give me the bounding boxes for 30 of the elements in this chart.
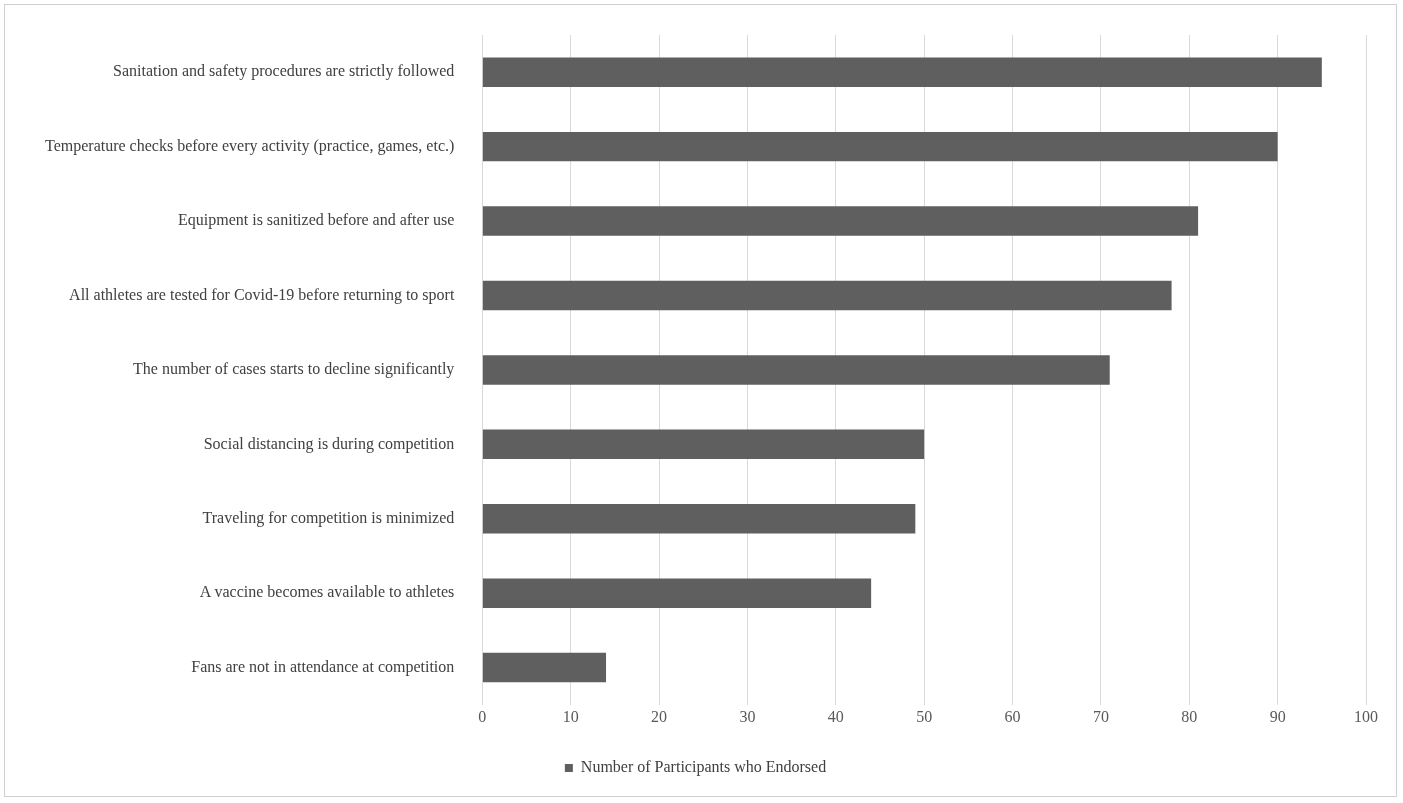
x-tick-label: 30 <box>739 707 756 725</box>
x-tick-label: 80 <box>1181 707 1198 725</box>
bar <box>482 578 872 608</box>
bar <box>482 131 1278 162</box>
y-tick-label: Equipment is sanitized before and after use <box>177 211 455 230</box>
y-tick-label: Sanitation and safety procedures are strictly followed <box>113 62 455 81</box>
x-tick-label: 50 <box>916 707 933 725</box>
y-tick-label: Traveling for competition is minimized <box>202 508 455 527</box>
bar <box>482 206 1199 236</box>
x-tick-label: 20 <box>651 707 668 725</box>
y-tick-label: All athletes are tested for Covid-19 before returning to sport <box>69 285 455 304</box>
x-tick-label: 60 <box>1004 707 1021 725</box>
x-tick-label: 40 <box>827 707 844 725</box>
y-tick-label: A vaccine becomes available to athletes <box>199 583 455 601</box>
bar <box>482 504 916 534</box>
x-tick-label: 70 <box>1092 707 1109 725</box>
x-tick-label: 10 <box>562 707 579 725</box>
bar <box>482 57 1322 87</box>
bar <box>482 355 1110 385</box>
bar <box>482 280 1172 311</box>
bar <box>482 429 925 460</box>
y-tick-label: Social distancing is during competition <box>203 434 455 453</box>
legend-label: Number of Participants who Endorsed <box>580 758 827 777</box>
x-tick-label: 0 <box>478 707 487 725</box>
x-tick-label: 100 <box>1354 707 1378 725</box>
bar <box>482 652 607 683</box>
y-tick-label: The number of cases starts to decline significantly <box>133 360 455 379</box>
y-tick-label: Temperature checks before every activity (practice, games, etc.) <box>44 136 455 155</box>
y-tick-label: Fans are not in attendance at competition <box>191 657 455 676</box>
x-tick-label: 90 <box>1269 707 1286 725</box>
